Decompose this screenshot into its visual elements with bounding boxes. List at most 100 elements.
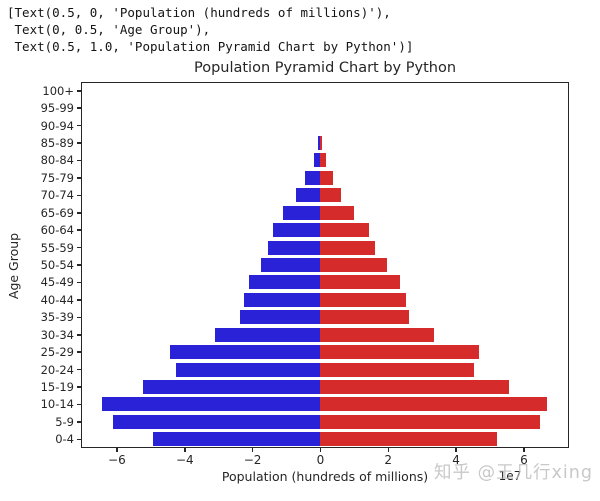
y-tick-label-45-49: 45-49 (40, 275, 74, 290)
y-tick-label-100+: 100+ (42, 83, 74, 98)
x-tick-label: −2 (243, 453, 262, 467)
y-tick-mark (77, 368, 81, 371)
y-tick-mark (77, 334, 81, 336)
x-tick-mark (184, 448, 186, 452)
x-tick-mark (319, 448, 322, 452)
bar-left-45-49 (249, 275, 321, 290)
bar-right-80-84 (320, 153, 327, 168)
y-tick-mark (77, 90, 81, 92)
y-tick-label-30-34: 30-34 (40, 327, 74, 342)
y-tick-label-15-19: 15-19 (40, 380, 74, 394)
bar-left-15-19 (143, 380, 321, 394)
y-tick-label-65-69: 65-69 (40, 205, 74, 220)
x-tick-label: −4 (175, 453, 194, 467)
bar-right-75-79 (320, 170, 334, 185)
y-tick-label-5-9: 5-9 (55, 414, 74, 429)
y-tick-label-50-54: 50-54 (40, 258, 74, 272)
notebook-console-output: [Text(0.5, 0, 'Population (hundreds of m… (7, 4, 413, 55)
x-axis-label: Population (hundreds of millions) (221, 469, 429, 484)
y-tick-mark (77, 142, 81, 144)
y-tick-label-80-84: 80-84 (40, 153, 74, 168)
bar-left-80-84 (314, 153, 321, 168)
x-axis-offset-label: 1e7 (498, 469, 522, 483)
y-tick-mark (77, 386, 81, 388)
bar-left-70-74 (296, 188, 321, 203)
chart-title: Population Pyramid Chart by Python (193, 60, 457, 76)
y-tick-mark (77, 246, 81, 249)
y-tick-mark (77, 299, 81, 301)
y-tick-label-60-64: 60-64 (40, 223, 74, 238)
bar-left-55-59 (268, 240, 321, 255)
bar-left-35-39 (240, 310, 321, 325)
bar-left-85-89 (318, 136, 321, 150)
y-tick-mark (77, 351, 81, 353)
bar-left-0-4 (153, 432, 321, 447)
console-line: Text(0.5, 1.0, 'Population Pyramid Chart… (7, 39, 414, 54)
bar-right-15-19 (320, 380, 509, 394)
bar-right-60-64 (320, 223, 369, 238)
bar-left-20-24 (176, 362, 321, 377)
y-tick-mark (77, 421, 81, 423)
bar-right-20-24 (320, 362, 474, 377)
y-tick-mark (77, 194, 81, 196)
bar-right-55-59 (320, 240, 375, 255)
bar-left-75-79 (305, 170, 321, 185)
y-tick-label-20-24: 20-24 (40, 362, 74, 377)
y-tick-label-55-59: 55-59 (40, 240, 74, 255)
watermark-text: 知乎 @王几行xing (434, 463, 593, 483)
bar-left-65-69 (282, 205, 321, 220)
y-tick-mark (77, 229, 81, 231)
y-tick-mark (77, 403, 81, 406)
x-tick-mark (387, 448, 389, 452)
bar-right-0-4 (320, 432, 497, 447)
bar-right-10-14 (320, 397, 547, 412)
bar-right-85-89 (320, 136, 322, 150)
y-tick-label-10-14: 10-14 (40, 397, 74, 412)
y-tick-label-25-29: 25-29 (40, 345, 74, 360)
bar-left-50-54 (260, 258, 321, 272)
bar-right-40-44 (320, 292, 406, 307)
bar-right-5-9 (320, 414, 540, 429)
y-tick-label-95-99: 95-99 (40, 101, 74, 116)
bar-right-70-74 (320, 188, 341, 203)
y-tick-mark (77, 124, 81, 127)
x-tick-mark (251, 448, 254, 452)
x-tick-mark (455, 448, 457, 452)
y-tick-label-70-74: 70-74 (40, 188, 74, 203)
y-tick-mark (77, 159, 81, 162)
bar-left-60-64 (272, 223, 321, 238)
x-tick-mark (116, 448, 118, 452)
y-axis-label: Age Group (6, 232, 21, 300)
bar-right-65-69 (320, 205, 355, 220)
bar-right-45-49 (320, 275, 401, 290)
x-tick-label: 4 (452, 453, 460, 467)
y-tick-label-40-44: 40-44 (40, 292, 74, 307)
y-tick-mark (77, 212, 81, 214)
console-line: Text(0, 0.5, 'Age Group'), (7, 22, 211, 37)
y-tick-label-90-94: 90-94 (40, 118, 74, 133)
y-tick-mark (77, 316, 81, 318)
bar-right-50-54 (320, 258, 388, 272)
bar-left-10-14 (101, 397, 321, 412)
x-tick-label: 0 (316, 453, 325, 467)
y-tick-label-75-79: 75-79 (40, 170, 74, 185)
bar-left-5-9 (113, 414, 321, 429)
y-tick-mark (77, 107, 81, 109)
y-tick-label-0-4: 0-4 (55, 432, 74, 447)
console-line: [Text(0.5, 0, 'Population (hundreds of m… (7, 5, 391, 20)
bar-left-25-29 (170, 345, 321, 360)
y-tick-mark (77, 177, 81, 179)
y-tick-mark (77, 281, 81, 284)
y-tick-label-35-39: 35-39 (40, 310, 74, 325)
x-tick-label: 6 (520, 453, 528, 467)
y-tick-label-85-89: 85-89 (40, 136, 74, 150)
bar-right-30-34 (320, 327, 434, 342)
bar-right-25-29 (320, 345, 480, 360)
y-tick-mark (77, 438, 81, 440)
y-tick-mark (77, 264, 81, 266)
bar-left-40-44 (244, 292, 321, 307)
bar-left-30-34 (214, 327, 321, 342)
x-tick-label: 2 (384, 453, 392, 467)
x-tick-label: −6 (108, 453, 126, 467)
